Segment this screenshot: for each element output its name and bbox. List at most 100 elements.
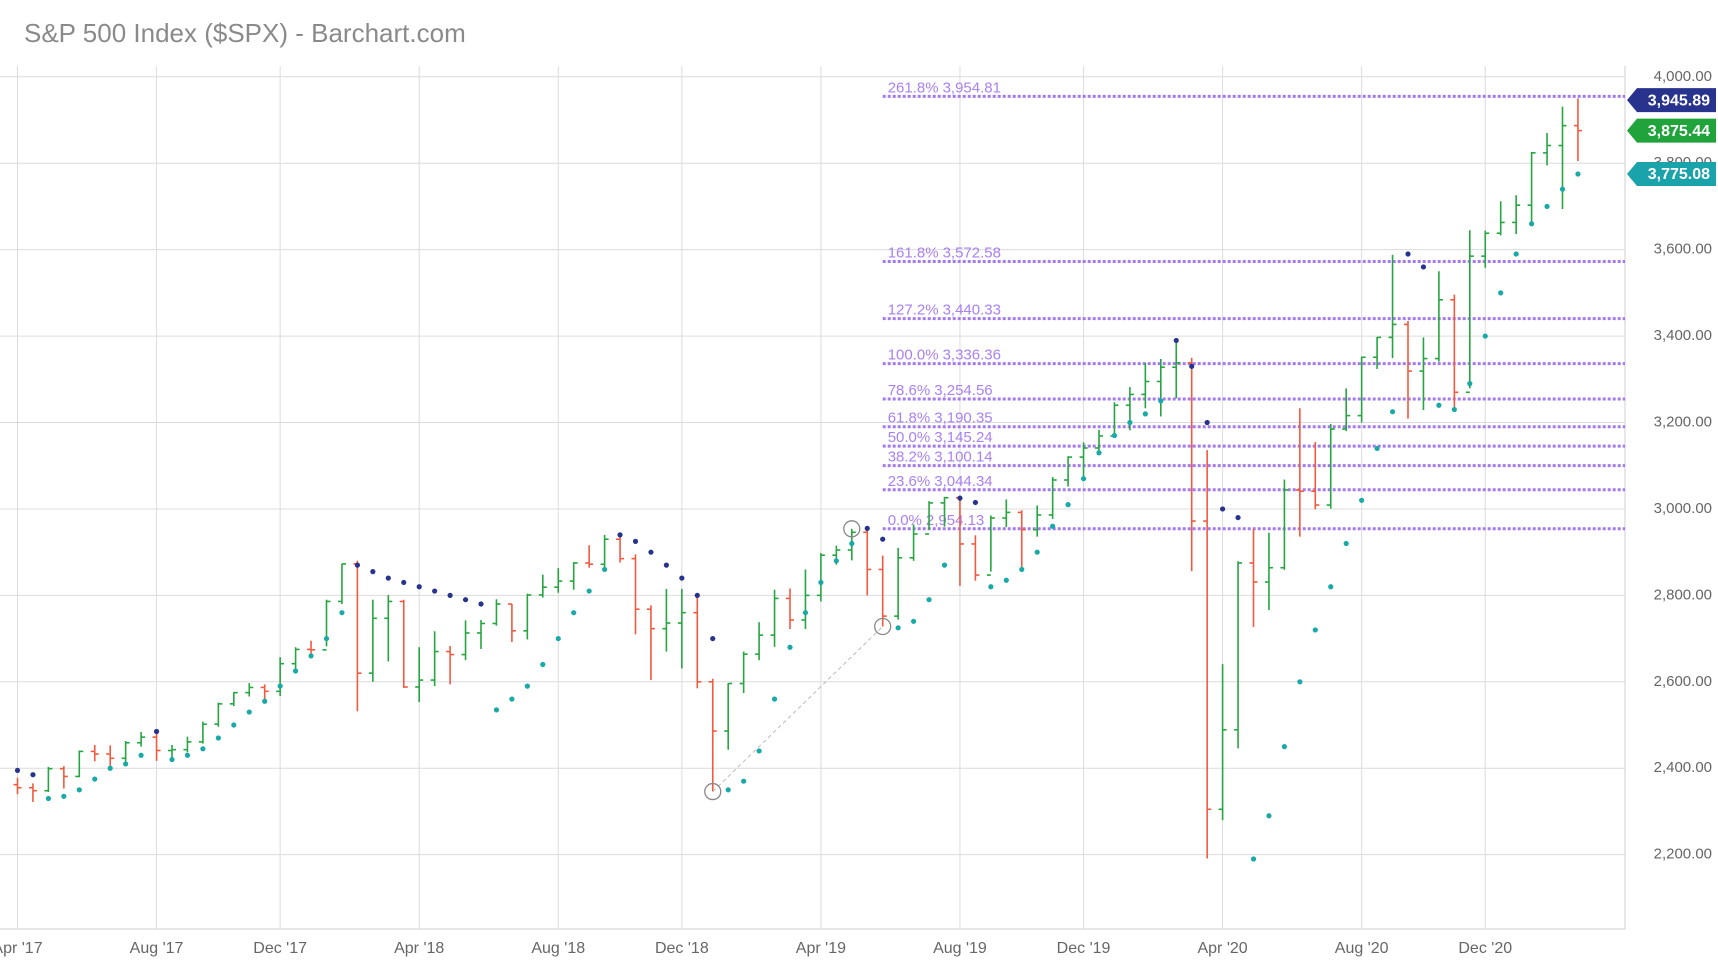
sar-dot [1467, 381, 1473, 387]
sar-dot [246, 709, 252, 715]
price-badge [1627, 162, 1716, 187]
sar-dot [725, 787, 731, 793]
fib-level-name: 0.0% [888, 512, 922, 529]
sar-dot [818, 579, 824, 586]
fib-label: 100.0% 3,336.36 [888, 347, 1001, 364]
fib-level-name: 38.2% [888, 449, 931, 466]
fib-level-value: 2,954.13 [926, 512, 984, 529]
y-tick-label: 2,600.00 [1654, 673, 1712, 690]
x-tick-label: Dec '18 [655, 940, 709, 957]
sar-dot [1405, 251, 1411, 257]
sar-dot [524, 683, 530, 689]
sar-dot [957, 495, 963, 501]
sar-dot [911, 618, 917, 624]
price-badge-label: 3,775.08 [1648, 166, 1710, 183]
sar-dot [1297, 679, 1303, 685]
sar-dot [1204, 419, 1210, 426]
fib-label: 38.2% 3,100.14 [888, 449, 993, 466]
fib-level-value: 3,336.36 [943, 347, 1001, 364]
sar-dot [339, 610, 345, 616]
sar-dot [138, 752, 144, 758]
sar-dot [802, 610, 809, 616]
fib-level-value: 3,190.35 [934, 410, 992, 427]
y-tick-label: 3,000.00 [1654, 500, 1712, 517]
fib-label: 78.6% 3,254.56 [888, 382, 993, 399]
sar-dot [710, 635, 716, 642]
sar-dot [1111, 432, 1118, 439]
fib-label: 127.2% 3,440.33 [888, 302, 1001, 319]
fib-label: 61.8% 3,190.35 [888, 410, 993, 427]
sar-dot [262, 698, 268, 704]
fib-level-value: 3,044.34 [934, 473, 992, 490]
sar-dot [586, 588, 592, 594]
sar-dot [602, 566, 608, 573]
sar-dot [215, 735, 221, 741]
fib-label: 0.0% 2,954.13 [888, 512, 985, 529]
fib-level-name: 100.0% [888, 347, 939, 364]
sar-dot [1096, 450, 1102, 456]
sar-dot [988, 584, 994, 590]
sar-dot [972, 499, 979, 506]
fib-level-value: 3,954.81 [943, 79, 1001, 96]
fib-level-value: 3,440.33 [943, 302, 1001, 319]
sar-dot [555, 635, 561, 642]
sar-dot [277, 683, 283, 689]
price-badge-label: 3,875.44 [1648, 123, 1710, 140]
sar-dot [632, 538, 639, 544]
sar-dot [617, 532, 623, 538]
sar-dot [1343, 540, 1349, 547]
sar-dot [648, 549, 654, 555]
price-badge [1627, 88, 1716, 113]
sar-dot [323, 635, 330, 642]
x-tick-label: Aug '20 [1335, 940, 1389, 957]
sar-dot [1575, 171, 1581, 177]
sar-dot [941, 562, 948, 568]
fib-level-name: 61.8% [888, 410, 931, 427]
fib-anchor-link [712, 626, 884, 792]
fib-label: 161.8% 3,572.58 [888, 244, 1001, 261]
sar-dot [1359, 497, 1365, 503]
sar-dot [771, 696, 778, 702]
sar-dot [540, 661, 546, 668]
sar-dot [1328, 584, 1334, 590]
price-badge-label: 3,945.89 [1648, 92, 1710, 109]
sar-dot [45, 795, 52, 802]
sar-dot [385, 575, 391, 581]
x-tick-label: Apr '20 [1197, 940, 1247, 957]
sar-dot [107, 765, 113, 771]
sar-dot [30, 772, 36, 778]
sar-dot [694, 592, 700, 598]
sar-dot [1513, 251, 1519, 257]
y-tick-label: 3,200.00 [1654, 413, 1712, 430]
sar-dot [1266, 813, 1272, 819]
fib-level-value: 3,145.24 [934, 429, 992, 446]
sar-dot [864, 525, 870, 531]
sar-dot [1220, 506, 1226, 512]
sar-dot [416, 584, 422, 590]
sar-dot [1127, 419, 1133, 426]
sar-dot [308, 653, 314, 659]
x-tick-label: Apr '19 [796, 940, 846, 957]
sar-dot [293, 668, 299, 674]
fib-level-value: 3,100.14 [934, 449, 992, 466]
sar-dot [663, 562, 670, 568]
sar-dot [354, 562, 360, 568]
sar-dot [1173, 337, 1179, 344]
y-tick-label: 2,800.00 [1654, 586, 1712, 603]
sar-dot [849, 540, 855, 547]
fib-label: 23.6% 3,044.34 [888, 473, 993, 490]
x-tick-label: Aug '18 [531, 940, 585, 957]
sar-dot [571, 610, 577, 616]
sar-dot [1482, 333, 1488, 339]
sar-dot [1050, 523, 1056, 529]
sar-dot [895, 625, 901, 631]
y-tick-label: 4,000.00 [1654, 68, 1712, 85]
price-badge [1627, 118, 1716, 143]
sar-dot [76, 787, 82, 793]
sar-dot [509, 696, 515, 702]
sar-dot [756, 748, 762, 754]
sar-dot [679, 575, 685, 581]
sar-dot [447, 592, 453, 598]
